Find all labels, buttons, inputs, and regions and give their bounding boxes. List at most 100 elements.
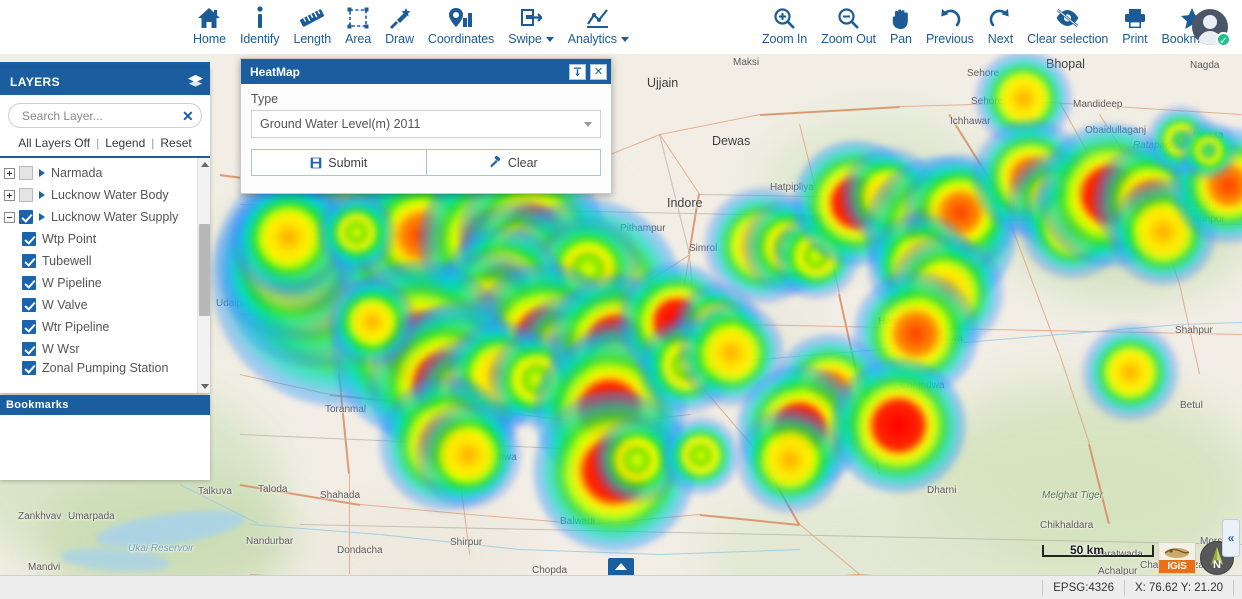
heatmap-blob xyxy=(1145,104,1217,176)
layer-checkbox[interactable] xyxy=(22,320,36,334)
collapse-node-icon[interactable] xyxy=(4,211,15,223)
layer-checkbox[interactable] xyxy=(22,232,36,246)
toolbar-button-swipe[interactable]: Swipe xyxy=(501,2,561,46)
toolbar-button-pan[interactable]: Pan xyxy=(883,2,919,46)
heatmap-blob xyxy=(411,337,529,455)
layer-checkbox[interactable] xyxy=(22,342,36,356)
toolbar-button-previous[interactable]: Previous xyxy=(919,2,981,46)
layers-panel-header[interactable]: LAYERS xyxy=(0,68,210,95)
user-avatar-button[interactable]: ✓ xyxy=(1184,1,1236,53)
heatmap-blob xyxy=(331,260,511,440)
toolbar-button-clear-selection[interactable]: Clear selection xyxy=(1020,2,1115,46)
legend-link[interactable]: Legend xyxy=(105,136,146,150)
heatmap-blob xyxy=(1005,150,1105,250)
scrollbar-down-arrow[interactable] xyxy=(198,380,210,393)
toolbar-button-next[interactable]: Next xyxy=(981,2,1020,46)
chevron-right-icon[interactable] xyxy=(39,191,45,199)
heatmap-dialog-titlebar[interactable]: HeatMap ✕ xyxy=(241,59,611,84)
panel-top-accent-bar xyxy=(0,62,210,68)
toolbar-button-length[interactable]: Length xyxy=(286,2,338,46)
layer-tree-row[interactable]: Wtr Pipeline xyxy=(4,316,197,338)
heatmap-blob xyxy=(739,196,839,296)
layer-checkbox[interactable] xyxy=(19,210,33,224)
toolbar-button-label: Length xyxy=(293,32,332,46)
layer-checkbox[interactable] xyxy=(22,276,36,290)
bookmarks-panel-header[interactable]: Bookmarks xyxy=(0,395,210,415)
heatmap-blob xyxy=(703,186,821,304)
heatmap-blob xyxy=(446,320,554,428)
layer-checkbox[interactable] xyxy=(22,298,36,312)
clear-button[interactable]: Clear xyxy=(425,149,601,176)
chevron-down-icon[interactable] xyxy=(545,37,554,43)
reset-link[interactable]: Reset xyxy=(160,136,192,150)
chevron-right-icon[interactable] xyxy=(39,169,45,177)
layer-label: W Wsr xyxy=(42,342,80,356)
toolbar-button-label: Pan xyxy=(889,32,912,46)
heatmap-blob xyxy=(863,155,1017,309)
toolbar-button-identify[interactable]: Identify xyxy=(233,2,287,46)
search-layer-box[interactable]: ✕ xyxy=(8,103,202,128)
layer-checkbox[interactable] xyxy=(19,188,33,202)
clear-search-icon[interactable]: ✕ xyxy=(182,107,194,124)
expand-node-icon[interactable] xyxy=(4,167,15,179)
submit-button[interactable]: Submit xyxy=(251,149,427,176)
layer-tree-row[interactable]: Zonal Pumping Station xyxy=(4,360,197,393)
toolbar-button-draw[interactable]: Draw xyxy=(378,2,421,46)
scrollbar-thumb[interactable] xyxy=(199,224,210,316)
layer-tree-row[interactable]: W Pipeline xyxy=(4,272,197,294)
expand-node-icon[interactable] xyxy=(4,189,15,201)
north-arrow[interactable]: N xyxy=(1200,541,1234,575)
toolbar-button-coordinates[interactable]: Coordinates xyxy=(421,2,501,46)
layers-tree-scrollbar[interactable] xyxy=(197,158,210,393)
close-icon[interactable]: ✕ xyxy=(590,63,607,80)
scrollbar-up-arrow[interactable] xyxy=(198,158,210,171)
layer-tree-row[interactable]: Lucknow Water Supply xyxy=(4,206,197,228)
layer-tree-row[interactable]: Wtp Point xyxy=(4,228,197,250)
layer-checkbox[interactable] xyxy=(22,254,36,268)
layer-tree-row[interactable]: W Valve xyxy=(4,294,197,316)
layer-tree-row[interactable]: Tubewell xyxy=(4,250,197,272)
toolbar-button-home[interactable]: Home xyxy=(186,2,233,46)
heatmap-blob xyxy=(327,277,417,367)
heatmap-blob xyxy=(867,212,975,320)
toolbar-button-area[interactable]: Area xyxy=(338,2,378,46)
layers-tree-wrapper: Narmada Lucknow Water Body Lucknow Water S… xyxy=(0,158,210,393)
layer-checkbox[interactable] xyxy=(22,361,36,375)
toolbar-button-label: Coordinates xyxy=(427,32,495,46)
heatmap-blob xyxy=(512,293,630,411)
pin-icon[interactable] xyxy=(569,63,586,80)
layer-label: Tubewell xyxy=(42,254,92,268)
igis-globe-icon xyxy=(1164,548,1190,558)
heatmap-type-label: Type xyxy=(251,92,279,106)
toolbar-button-print[interactable]: Print xyxy=(1115,2,1154,46)
toolbar-button-zoom-out[interactable]: Zoom Out xyxy=(814,2,883,46)
pin-glyph xyxy=(573,67,582,76)
toolbar-left-group: Home Identify Length Area Draw Coordinates Swi… xyxy=(186,2,636,46)
bookmarks-panel-body xyxy=(0,415,210,480)
all-layers-off-link[interactable]: All Layers Off xyxy=(18,136,91,150)
search-layer-input[interactable] xyxy=(17,108,182,123)
toolbar-right-group: Zoom In Zoom Out Pan Previous Next Clear sele… xyxy=(755,2,1230,46)
layer-tree-row[interactable]: W Wsr xyxy=(4,338,197,360)
heatmap-blob xyxy=(532,333,686,487)
heatmap-blob xyxy=(1169,126,1242,244)
chevron-right-icon[interactable] xyxy=(39,213,45,221)
redo-arrow-icon xyxy=(989,5,1011,31)
layer-tree-row[interactable]: Narmada xyxy=(4,162,197,184)
layer-tree-row[interactable]: Lucknow Water Body xyxy=(4,184,197,206)
bottom-panel-toggle[interactable] xyxy=(608,558,634,575)
heatmap-dialog-buttons: ✕ xyxy=(569,63,607,80)
chevron-down-icon[interactable] xyxy=(620,37,629,43)
toolbar-button-analytics[interactable]: Analytics xyxy=(561,2,636,46)
map-collapse-right-button[interactable]: « xyxy=(1222,519,1240,557)
heatmap-blob xyxy=(534,215,642,323)
undo-arrow-icon xyxy=(939,5,961,31)
heatmap-blob xyxy=(886,233,1004,351)
toolbar-button-zoom-in[interactable]: Zoom In xyxy=(755,2,814,46)
layers-stack-icon[interactable] xyxy=(187,74,204,89)
compass-needle-icon xyxy=(1211,547,1223,565)
status-coordinates: X: 76.62 Y: 21.20 xyxy=(1123,579,1234,596)
layer-checkbox[interactable] xyxy=(19,166,33,180)
heatmap-type-select[interactable]: Ground Water Level(m) 2011 xyxy=(251,110,601,138)
heatmap-blob xyxy=(793,140,919,266)
